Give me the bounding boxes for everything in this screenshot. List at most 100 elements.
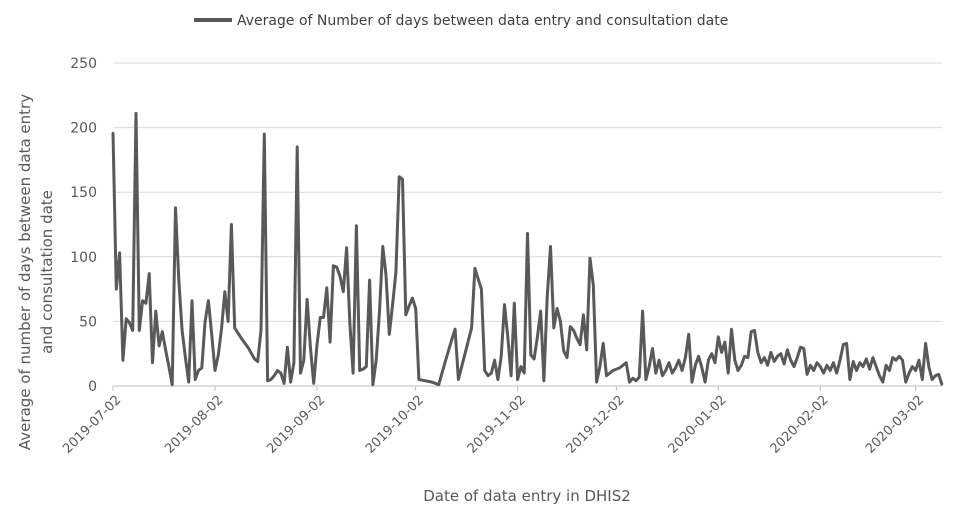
- data-point: [388, 333, 391, 336]
- data-point: [585, 348, 588, 351]
- y-tick-label: 200: [70, 121, 97, 137]
- data-point: [411, 297, 414, 300]
- data-point: [941, 383, 943, 386]
- data-point: [302, 359, 305, 362]
- data-point: [289, 381, 292, 384]
- data-point: [391, 303, 394, 306]
- data-point: [839, 359, 841, 362]
- data-point: [181, 329, 184, 332]
- data-point: [816, 361, 818, 364]
- data-point: [628, 381, 631, 384]
- data-point: [431, 381, 434, 384]
- data-point: [220, 326, 223, 329]
- data-point: [727, 372, 730, 375]
- data-point: [457, 378, 460, 381]
- data-point: [510, 374, 513, 377]
- data-point: [809, 364, 812, 367]
- data-point: [654, 372, 657, 375]
- y-axis-title-line-2: and consultation date: [38, 190, 56, 354]
- data-point: [450, 338, 453, 341]
- data-point: [556, 307, 559, 310]
- data-point: [454, 328, 457, 331]
- data-point: [868, 368, 871, 371]
- data-point: [674, 366, 677, 369]
- data-point: [806, 373, 809, 376]
- x-tick-label: 2019-10-02: [363, 393, 427, 457]
- data-point: [644, 378, 647, 381]
- data-point: [227, 320, 230, 323]
- legend-label: Average of Number of days between data e…: [237, 13, 728, 29]
- data-point: [487, 374, 489, 377]
- data-point: [769, 351, 772, 354]
- data-point: [115, 288, 118, 291]
- data-point: [263, 133, 266, 136]
- data-point: [677, 359, 680, 362]
- data-point: [240, 337, 243, 340]
- data-point: [296, 146, 299, 148]
- data-point: [605, 374, 608, 377]
- data-point: [572, 329, 575, 332]
- data-point: [184, 356, 187, 359]
- gridlines: [113, 62, 942, 387]
- data-point: [812, 369, 815, 372]
- x-tick-label: 2019-07-02: [60, 393, 124, 457]
- data-point: [141, 299, 144, 302]
- data-point: [681, 369, 684, 372]
- data-point: [625, 361, 628, 364]
- data-point: [144, 302, 147, 305]
- data-point: [592, 284, 595, 287]
- data-point: [773, 360, 776, 363]
- series-line: [111, 111, 944, 387]
- data-point: [618, 366, 621, 369]
- data-point: [871, 356, 874, 359]
- data-point: [529, 354, 532, 356]
- data-point: [934, 374, 937, 377]
- data-point: [513, 302, 516, 305]
- data-point: [269, 378, 272, 381]
- data-point: [753, 329, 756, 332]
- data-point: [858, 361, 861, 364]
- legend: Average of Number of days between data e…: [194, 13, 728, 29]
- data-point: [664, 369, 667, 372]
- data-point: [299, 372, 302, 375]
- y-tick-label: 150: [70, 185, 97, 201]
- data-point: [167, 365, 170, 368]
- data-point: [894, 359, 897, 362]
- data-point: [417, 378, 420, 381]
- data-point: [589, 257, 591, 260]
- data-point: [503, 303, 506, 306]
- data-point: [888, 369, 891, 372]
- data-point: [694, 364, 697, 367]
- data-point: [164, 348, 167, 351]
- data-point: [737, 369, 739, 372]
- data-point: [937, 373, 940, 376]
- x-tick-label: 2019-12-02: [564, 393, 628, 457]
- data-point: [519, 365, 522, 368]
- data-point: [398, 175, 401, 178]
- data-point: [325, 286, 328, 289]
- data-point: [786, 348, 789, 351]
- data-point: [385, 273, 387, 276]
- data-point: [862, 365, 864, 368]
- data-point: [832, 361, 835, 364]
- data-point: [253, 357, 256, 360]
- data-point: [125, 317, 128, 320]
- data-point: [704, 381, 707, 384]
- data-point: [316, 343, 318, 346]
- data-point: [904, 381, 907, 384]
- data-point: [595, 381, 598, 384]
- x-axis-title: Date of data entry in DHIS2: [423, 487, 631, 505]
- data-point: [171, 383, 174, 386]
- data-point: [855, 369, 858, 372]
- data-point: [470, 326, 473, 329]
- data-point: [342, 290, 345, 293]
- data-point: [309, 346, 312, 349]
- data-point: [918, 359, 920, 362]
- y-axis-ticks: 0 50 100 150 200 250: [70, 56, 97, 395]
- data-point: [631, 377, 634, 380]
- data-point: [602, 342, 605, 345]
- data-point: [931, 378, 934, 381]
- data-point: [362, 368, 364, 371]
- data-point: [779, 352, 782, 355]
